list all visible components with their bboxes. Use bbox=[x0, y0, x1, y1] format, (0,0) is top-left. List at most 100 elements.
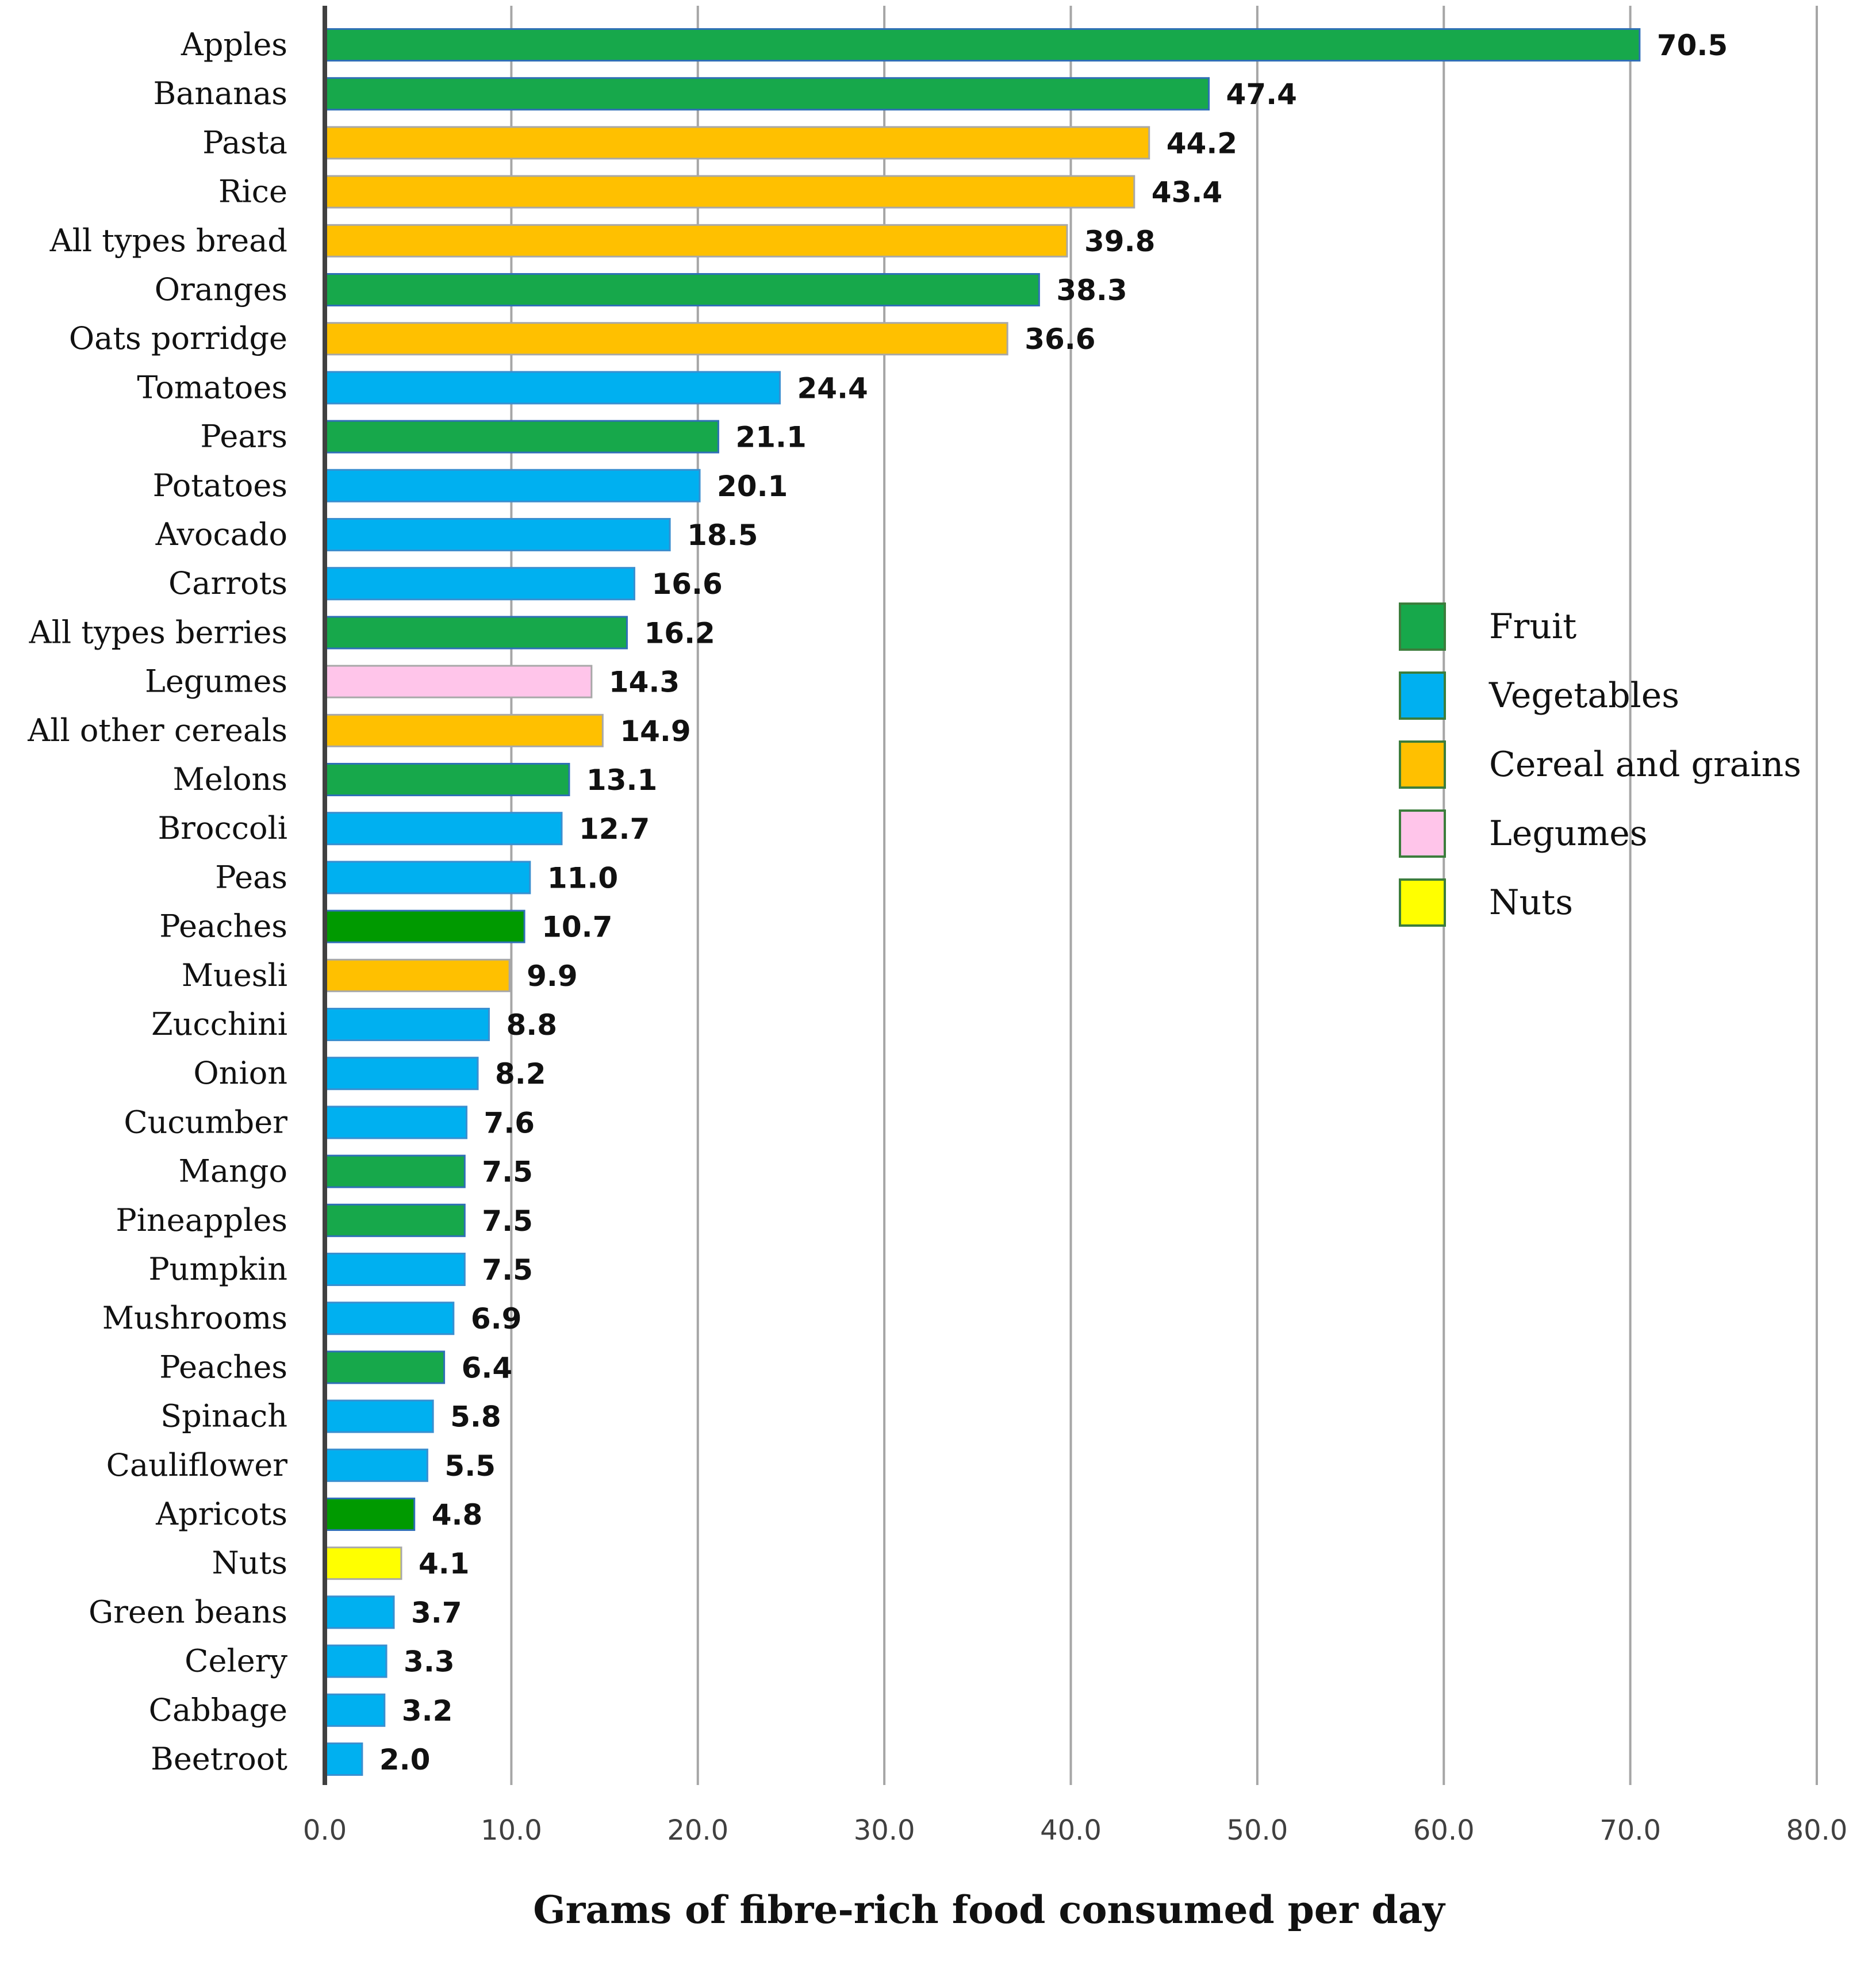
x-tick-label: 70.0 bbox=[1599, 1814, 1661, 1847]
category-label: Tomatoes bbox=[137, 369, 287, 405]
bar bbox=[324, 713, 604, 747]
x-tick-label: 50.0 bbox=[1226, 1814, 1288, 1847]
value-label: 3.2 bbox=[402, 1694, 453, 1728]
bar bbox=[324, 1644, 388, 1678]
category-label: All other cereals bbox=[27, 712, 287, 749]
category-label: Melons bbox=[172, 761, 287, 797]
category-label: Oats porridge bbox=[69, 320, 287, 356]
bar bbox=[324, 1302, 455, 1335]
bar bbox=[324, 1693, 386, 1727]
x-axis-title: Grams of fibre-rich food consumed per da… bbox=[533, 1887, 1445, 1932]
value-label: 16.6 bbox=[651, 567, 722, 601]
category-label: Pears bbox=[200, 419, 287, 455]
bar bbox=[324, 322, 1008, 356]
bar bbox=[324, 1498, 416, 1531]
value-label: 20.1 bbox=[717, 470, 788, 503]
value-label: 13.1 bbox=[586, 763, 657, 797]
value-label: 11.0 bbox=[547, 861, 618, 895]
legend-swatch bbox=[1399, 671, 1446, 720]
category-label: Spinach bbox=[160, 1398, 287, 1434]
value-label: 12.7 bbox=[579, 812, 650, 846]
value-label: 7.5 bbox=[482, 1253, 533, 1287]
bar bbox=[324, 1154, 466, 1188]
value-label: 24.4 bbox=[797, 371, 868, 405]
category-label: Apricots bbox=[155, 1496, 287, 1532]
value-label: 8.8 bbox=[506, 1008, 557, 1042]
value-label: 6.9 bbox=[471, 1302, 522, 1335]
x-tick-label: 0.0 bbox=[303, 1814, 347, 1847]
bar bbox=[324, 1546, 402, 1580]
category-label: Bananas bbox=[153, 75, 287, 112]
value-label: 10.7 bbox=[542, 911, 612, 944]
bar bbox=[324, 1595, 395, 1629]
value-label: 36.6 bbox=[1025, 323, 1095, 356]
category-label: Carrots bbox=[168, 565, 287, 601]
value-label: 6.4 bbox=[462, 1351, 513, 1384]
value-label: 5.8 bbox=[450, 1400, 501, 1434]
category-label: Broccoli bbox=[158, 810, 287, 846]
category-label: Legumes bbox=[145, 663, 287, 700]
bar bbox=[324, 909, 525, 943]
category-label: Zucchini bbox=[151, 1006, 287, 1042]
bars: Apples 70.5 Bananas 47.4 Pasta 44.2 Rice 43.4 Al… bbox=[27, 26, 1728, 1777]
category-label: Oranges bbox=[155, 271, 287, 308]
bar bbox=[324, 469, 701, 502]
value-label: 3.3 bbox=[404, 1645, 455, 1679]
legend-label: Nuts bbox=[1489, 882, 1573, 923]
value-label: 7.5 bbox=[482, 1156, 533, 1189]
bar bbox=[324, 1106, 468, 1139]
bar bbox=[324, 77, 1210, 111]
category-label: Peaches bbox=[159, 1349, 287, 1385]
bar bbox=[324, 518, 671, 551]
value-label: 9.9 bbox=[527, 959, 578, 993]
bar bbox=[324, 665, 593, 698]
category-label: Mango bbox=[179, 1153, 287, 1189]
value-label: 4.8 bbox=[432, 1498, 483, 1532]
value-label: 44.2 bbox=[1167, 126, 1237, 160]
category-label: Muesli bbox=[182, 957, 287, 993]
category-label: Green beans bbox=[89, 1594, 287, 1630]
category-label: Cucumber bbox=[124, 1104, 287, 1140]
category-label: Beetroot bbox=[151, 1741, 287, 1777]
value-label: 39.8 bbox=[1084, 225, 1155, 258]
bar bbox=[324, 175, 1135, 209]
legend-label: Fruit bbox=[1489, 607, 1576, 647]
category-label: Pasta bbox=[202, 124, 287, 160]
bar bbox=[324, 1742, 363, 1776]
category-label: Onion bbox=[193, 1055, 287, 1091]
legend-swatch bbox=[1399, 878, 1446, 927]
bar bbox=[324, 616, 628, 650]
value-label: 5.5 bbox=[444, 1449, 496, 1483]
legend-label: Legumes bbox=[1489, 813, 1648, 854]
legend: Fruit Vegetables Cereal and grains Legumes N… bbox=[1399, 602, 1801, 927]
legend-swatch bbox=[1399, 740, 1446, 789]
bar bbox=[324, 371, 781, 405]
category-label: All types bread bbox=[49, 222, 287, 259]
category-label: All types berries bbox=[29, 614, 287, 650]
bar bbox=[324, 126, 1150, 160]
category-label: Cauliflower bbox=[106, 1447, 288, 1483]
x-tick-label: 80.0 bbox=[1786, 1814, 1848, 1847]
category-label: Cabbage bbox=[149, 1692, 287, 1728]
value-label: 47.4 bbox=[1226, 78, 1297, 111]
bar bbox=[324, 861, 531, 895]
category-label: Mushrooms bbox=[102, 1300, 287, 1336]
value-label: 14.3 bbox=[609, 666, 680, 699]
bar bbox=[324, 1008, 490, 1041]
bar bbox=[324, 958, 511, 992]
value-label: 3.7 bbox=[411, 1596, 462, 1629]
bar bbox=[324, 224, 1068, 258]
x-tick-label: 40.0 bbox=[1040, 1814, 1102, 1847]
value-label: 70.5 bbox=[1657, 29, 1728, 62]
bar bbox=[324, 1253, 466, 1286]
legend-swatch bbox=[1399, 602, 1446, 651]
bar bbox=[324, 28, 1641, 62]
category-label: Apples bbox=[181, 26, 287, 63]
category-label: Pumpkin bbox=[148, 1251, 287, 1287]
value-label: 18.5 bbox=[687, 519, 758, 552]
value-label: 16.2 bbox=[644, 616, 715, 650]
legend-label: Vegetables bbox=[1488, 675, 1679, 716]
value-label: 7.6 bbox=[484, 1106, 535, 1139]
value-label: 14.9 bbox=[620, 715, 690, 748]
